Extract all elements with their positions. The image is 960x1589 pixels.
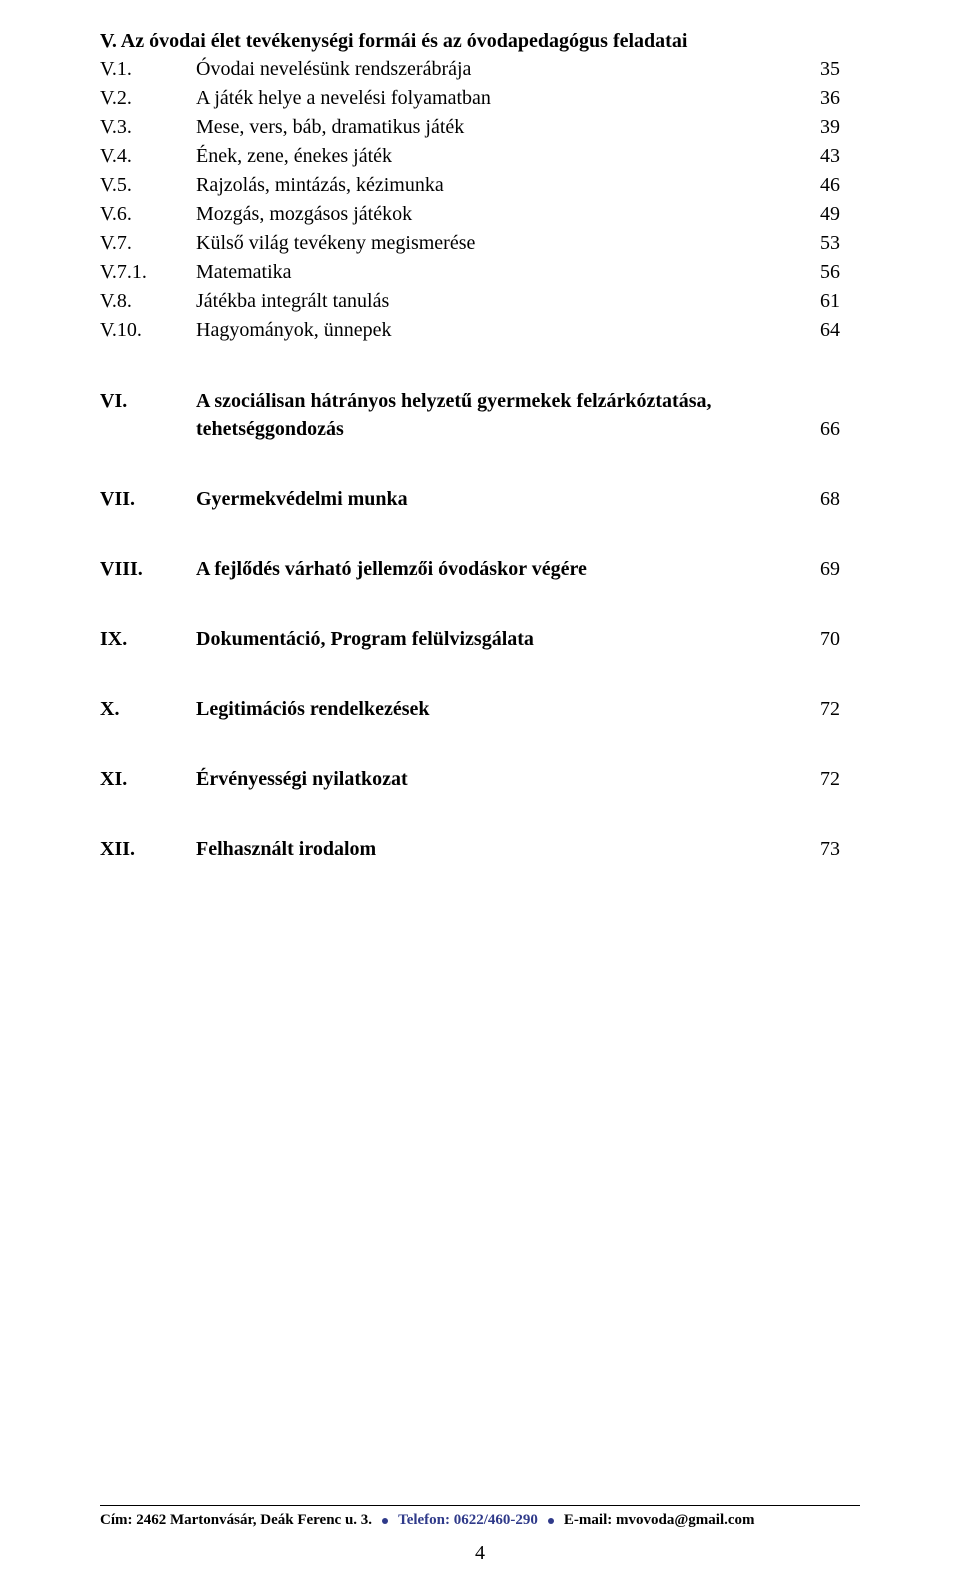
section-v-items: V.1. Óvodai nevelésünk rendszerábrája 35…: [100, 55, 840, 345]
toc-label: V.6.: [100, 200, 196, 229]
toc-row: V.7.1. Matematika 56: [100, 258, 840, 287]
section-ix: IX. Dokumentáció, Program felülvizsgálat…: [100, 625, 840, 653]
section-label: XII.: [100, 835, 196, 863]
toc-label: V.3.: [100, 113, 196, 142]
section-text: A szociálisan hátrányos helyzetű gyermek…: [196, 387, 800, 415]
toc-text: Ének, zene, énekes játék: [196, 142, 800, 171]
toc-row: V.8. Játékba integrált tanulás 61: [100, 287, 840, 316]
footer: Cím: 2462 Martonvásár, Deák Ferenc u. 3.…: [100, 1505, 860, 1529]
toc-text: Hagyományok, ünnepek: [196, 316, 800, 345]
toc-page: 49: [800, 200, 840, 229]
toc-page: 56: [800, 258, 840, 287]
toc-text: Mese, vers, báb, dramatikus játék: [196, 113, 800, 142]
toc-row: V.10. Hagyományok, ünnepek 64: [100, 316, 840, 345]
toc-row: V.5. Rajzolás, mintázás, kézimunka 46: [100, 171, 840, 200]
section-xii: XII. Felhasznált irodalom 73: [100, 835, 840, 863]
footer-address: Cím: 2462 Martonvásár, Deák Ferenc u. 3.: [100, 1512, 372, 1529]
page-number: 4: [0, 1542, 960, 1565]
toc-label: V.1.: [100, 55, 196, 84]
section-page: 73: [800, 835, 840, 863]
toc-page: 35: [800, 55, 840, 84]
toc-text: A játék helye a nevelési folyamatban: [196, 84, 800, 113]
bullet-icon: [548, 1518, 554, 1524]
toc-text: Mozgás, mozgásos játékok: [196, 200, 800, 229]
toc-page: 43: [800, 142, 840, 171]
section-text: Felhasznált irodalom: [196, 835, 800, 863]
toc-label: V.2.: [100, 84, 196, 113]
toc-page: 61: [800, 287, 840, 316]
toc-label: V.7.: [100, 229, 196, 258]
toc-label: V.4.: [100, 142, 196, 171]
section-text-line2: tehetséggondozás: [196, 415, 800, 443]
toc-label: V.10.: [100, 316, 196, 345]
toc-page: 46: [800, 171, 840, 200]
toc-page: 39: [800, 113, 840, 142]
toc-row: V.4. Ének, zene, énekes játék 43: [100, 142, 840, 171]
toc-row: V.3. Mese, vers, báb, dramatikus játék 3…: [100, 113, 840, 142]
section-page: 70: [800, 625, 840, 653]
section-v-title: Az óvodai élet tevékenységi formái és az…: [121, 30, 688, 52]
section-x: X. Legitimációs rendelkezések 72: [100, 695, 840, 723]
toc-label: V.7.1.: [100, 258, 196, 287]
section-label: VIII.: [100, 555, 196, 583]
section-page: 68: [800, 485, 840, 513]
section-label: IX.: [100, 625, 196, 653]
toc-row: V.1. Óvodai nevelésünk rendszerábrája 35: [100, 55, 840, 84]
toc-page: 64: [800, 316, 840, 345]
section-label: XI.: [100, 765, 196, 793]
section-label: X.: [100, 695, 196, 723]
footer-email: E-mail: mvovoda@gmail.com: [564, 1512, 755, 1529]
section-v-label: V.: [100, 30, 117, 52]
toc-page: 53: [800, 229, 840, 258]
section-text: Dokumentáció, Program felülvizsgálata: [196, 625, 800, 653]
section-page: 66: [800, 415, 840, 443]
section-text: A fejlődés várható jellemzői óvodáskor v…: [196, 555, 800, 583]
toc-text: Játékba integrált tanulás: [196, 287, 800, 316]
toc-text: Matematika: [196, 258, 800, 287]
toc-text: Óvodai nevelésünk rendszerábrája: [196, 55, 800, 84]
section-text: Érvényességi nyilatkozat: [196, 765, 800, 793]
toc-label: V.8.: [100, 287, 196, 316]
section-v-heading: V. Az óvodai élet tevékenységi formái és…: [100, 30, 840, 53]
toc-row: V.2. A játék helye a nevelési folyamatba…: [100, 84, 840, 113]
section-page: 69: [800, 555, 840, 583]
toc-text: Külső világ tevékeny megismerése: [196, 229, 800, 258]
section-viii: VIII. A fejlődés várható jellemzői óvodá…: [100, 555, 840, 583]
section-text: Legitimációs rendelkezések: [196, 695, 800, 723]
section-vi: VI. A szociálisan hátrányos helyzetű gye…: [100, 387, 840, 443]
toc-label: V.5.: [100, 171, 196, 200]
section-vii: VII. Gyermekvédelmi munka 68: [100, 485, 840, 513]
bullet-icon: [382, 1518, 388, 1524]
section-xi: XI. Érvényességi nyilatkozat 72: [100, 765, 840, 793]
section-page: 72: [800, 695, 840, 723]
toc-page: 36: [800, 84, 840, 113]
section-page: 72: [800, 765, 840, 793]
section-label: VI.: [100, 387, 196, 415]
section-label: VII.: [100, 485, 196, 513]
section-text: Gyermekvédelmi munka: [196, 485, 800, 513]
toc-row: V.7. Külső világ tevékeny megismerése 53: [100, 229, 840, 258]
footer-phone: Telefon: 0622/460-290: [398, 1512, 538, 1529]
toc-text: Rajzolás, mintázás, kézimunka: [196, 171, 800, 200]
toc-row: V.6. Mozgás, mozgásos játékok 49: [100, 200, 840, 229]
